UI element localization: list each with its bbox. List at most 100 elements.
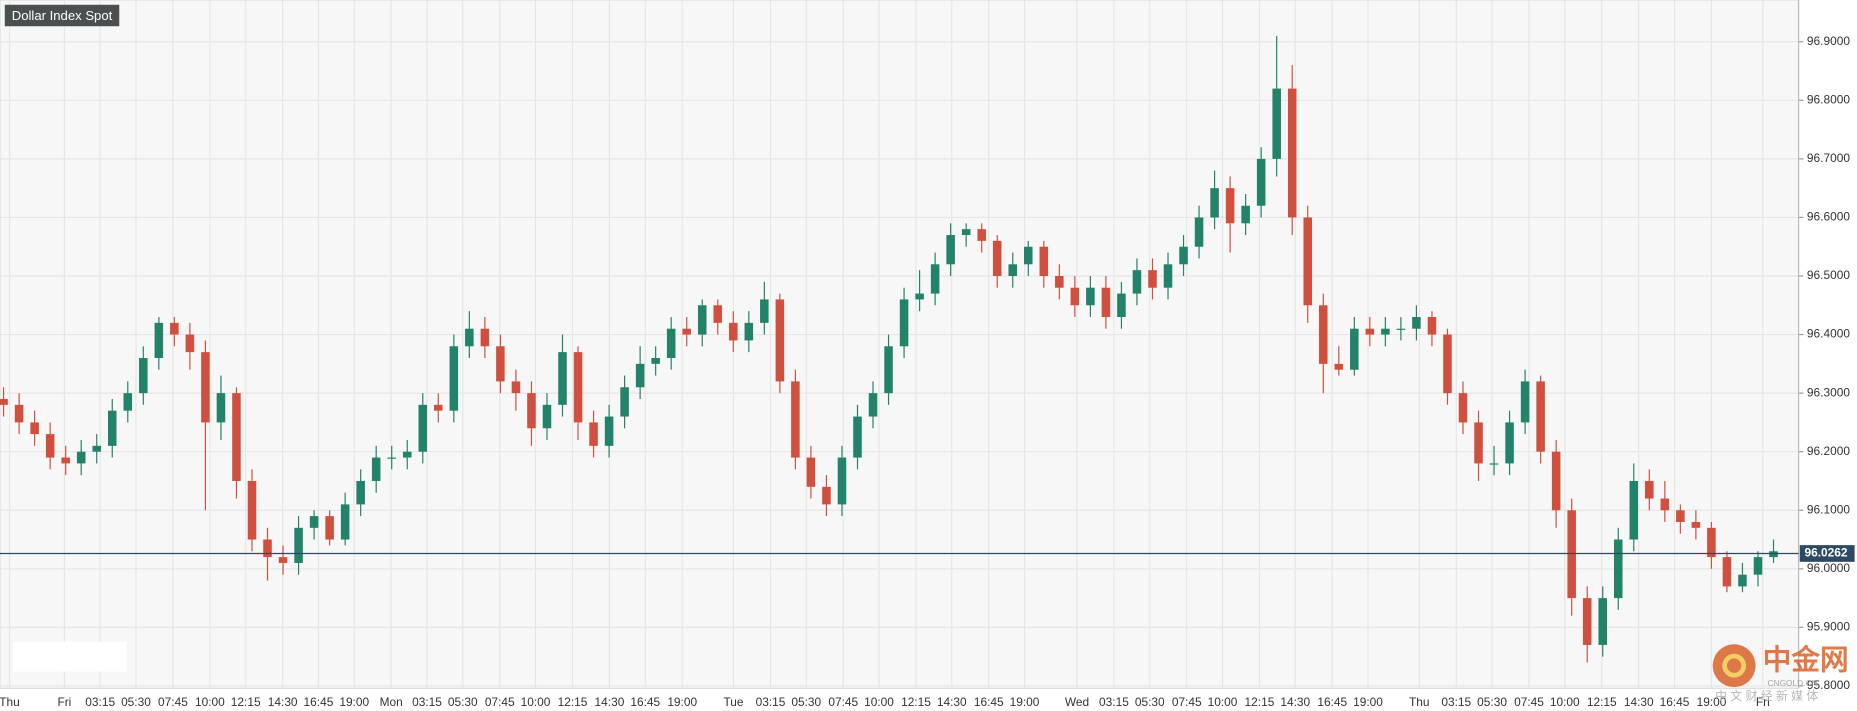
- watermark-logo: 中金网: [1763, 644, 1849, 677]
- candle-body: [1412, 317, 1421, 329]
- x-tick-label: 12:15: [1245, 695, 1275, 709]
- candle-body: [1567, 510, 1576, 599]
- candle-body: [604, 416, 614, 446]
- candle-body: [744, 322, 754, 341]
- candle-body: [1458, 393, 1468, 423]
- candle-body: [1598, 598, 1607, 645]
- grid: [0, 0, 1799, 689]
- candle-body: [154, 322, 164, 358]
- x-tick-label: 12:15: [231, 695, 261, 709]
- candle-body: [992, 240, 1002, 277]
- candle-body: [1489, 463, 1499, 465]
- candle-body: [1350, 328, 1359, 370]
- candle-body: [1396, 328, 1406, 330]
- candle-body: [1427, 317, 1437, 335]
- x-tick-label: Wed: [1065, 695, 1089, 709]
- candle-body: [1101, 287, 1111, 318]
- watermark-logo-ring: [1722, 653, 1747, 678]
- candle-body: [418, 404, 428, 452]
- candle-body: [139, 357, 148, 394]
- y-tick-label: 96.0000: [1807, 561, 1850, 575]
- y-tick-label: 95.9000: [1807, 620, 1850, 634]
- x-tick-label: 07:45: [1514, 695, 1544, 709]
- x-tick-label: 16:45: [304, 695, 334, 709]
- y-tick-label: 96.8000: [1807, 92, 1850, 106]
- x-tick-label: 07:45: [485, 695, 515, 709]
- candle-body: [201, 352, 210, 423]
- candle-body: [309, 516, 319, 528]
- candle-body: [247, 480, 257, 540]
- candle-body: [1039, 246, 1049, 277]
- blank-box: [13, 641, 127, 672]
- candle-body: [1256, 158, 1266, 206]
- candle-body: [61, 457, 70, 464]
- candle-body: [713, 305, 723, 323]
- candle-body: [946, 235, 955, 265]
- x-tick-label: 03:15: [412, 695, 442, 709]
- y-tick-label: 96.1000: [1807, 502, 1850, 516]
- candle-body: [1303, 217, 1313, 306]
- x-tick-label: 19:00: [1353, 695, 1383, 709]
- x-tick-label: Fri: [57, 695, 71, 709]
- candle-body: [107, 410, 117, 446]
- candle-body: [1769, 551, 1778, 558]
- candle-body: [589, 422, 598, 446]
- x-tick-label: 05:30: [1477, 695, 1507, 709]
- x-tick-label: 19:00: [1010, 695, 1040, 709]
- y-tick-label: 96.9000: [1807, 34, 1850, 48]
- candle-body: [1660, 498, 1670, 511]
- candle-body: [1582, 598, 1592, 645]
- x-tick-label: Tue: [723, 695, 743, 709]
- candle-body: [511, 381, 521, 394]
- candle-body: [1024, 246, 1033, 265]
- candles: [0, 35, 1778, 663]
- last-price-label: 96.0262: [1805, 546, 1848, 560]
- candle-body: [573, 352, 583, 423]
- candle-body: [449, 346, 459, 411]
- candle-body: [387, 457, 396, 459]
- candle-body: [14, 404, 24, 423]
- candle-body: [1194, 217, 1204, 247]
- x-tick-label: 16:45: [1660, 695, 1690, 709]
- candle-body: [1225, 188, 1235, 224]
- candle-body: [294, 527, 303, 563]
- candle-body: [930, 264, 940, 294]
- candle-body: [1738, 574, 1747, 587]
- x-tick-label: 07:45: [828, 695, 858, 709]
- x-tick-label: 14:30: [937, 695, 967, 709]
- candle-body: [1505, 422, 1514, 464]
- candle-body: [775, 299, 785, 382]
- candle-body: [729, 322, 738, 341]
- x-tick-label: 10:00: [864, 695, 894, 709]
- title-box: [4, 4, 120, 27]
- y-tick-label: 96.6000: [1807, 210, 1850, 224]
- candle-body: [1132, 270, 1142, 294]
- x-tick-label: 10:00: [1550, 695, 1580, 709]
- candle-body: [1691, 521, 1701, 528]
- x-tick-label: 19:00: [667, 695, 697, 709]
- candle-body: [185, 334, 195, 353]
- last-price-box: [1799, 545, 1855, 562]
- candle-body: [868, 393, 878, 417]
- candle-body: [961, 229, 971, 236]
- x-tick-label: 12:15: [558, 695, 588, 709]
- x-tick-label: Thu: [1409, 695, 1430, 709]
- y-tick-label: 95.8000: [1807, 678, 1850, 692]
- x-tick-label: 03:15: [1441, 695, 1471, 709]
- candle-body: [434, 404, 443, 411]
- candle-body: [915, 293, 924, 300]
- candle-body: [1676, 510, 1685, 522]
- chart-title: Dollar Index Spot: [12, 8, 113, 23]
- candle-body: [1443, 334, 1452, 394]
- x-tick-label: 10:00: [521, 695, 551, 709]
- candle-body: [1334, 363, 1344, 370]
- candle-body: [45, 434, 55, 458]
- x-tick-label: 12:15: [901, 695, 931, 709]
- candle-body: [1008, 264, 1018, 277]
- x-tick-label: 19:00: [1697, 695, 1727, 709]
- candle-body: [216, 393, 226, 423]
- x-tick-label: 10:00: [1208, 695, 1238, 709]
- watermark: 中金网 CNGOLD.CN 中 文 财 经 新 媒 体: [1712, 644, 1849, 703]
